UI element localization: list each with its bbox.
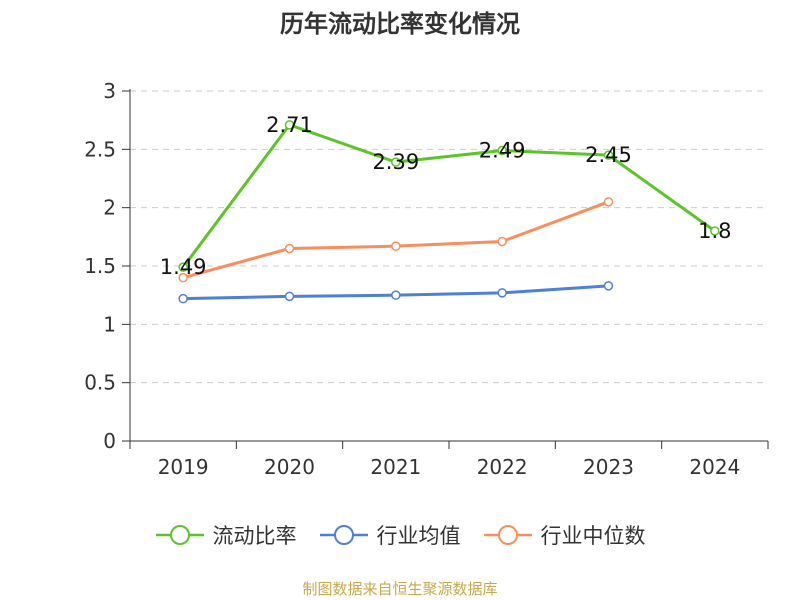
legend-item[interactable]: 行业均值 (319, 520, 461, 550)
legend-label: 行业中位数 (540, 524, 646, 548)
y-tick-label: 1 (103, 312, 116, 336)
legend-label: 行业均值 (376, 524, 461, 548)
y-tick-label: 2 (103, 196, 116, 220)
data-point (284, 120, 295, 130)
y-tick-label: 0 (103, 429, 116, 453)
data-point (178, 272, 188, 283)
x-tick-label: 2023 (583, 455, 634, 479)
data-label: 2.45 (585, 143, 632, 167)
y-tick-label: 3 (103, 79, 116, 103)
source-note: 制图数据来自恒生聚源数据库 (302, 580, 498, 598)
legend-line-marker-icon (155, 525, 204, 545)
data-labels: 1.49 2.71 2.39 2.49 2.45 1.8 (160, 113, 732, 279)
data-point (284, 291, 295, 302)
data-point (603, 197, 614, 207)
axes: 0 0.5 1 1.5 2 2.5 3 2019 2020 2021 2022 2023 2024 (84, 79, 769, 479)
data-point (284, 243, 295, 254)
y-tick-label: 2.5 (84, 137, 116, 161)
legend-label: 流动比率 (212, 524, 297, 548)
data-point (391, 241, 401, 251)
data-point (497, 288, 507, 298)
series-line (181, 123, 716, 269)
data-point (178, 262, 188, 272)
grid-lines (130, 90, 768, 384)
data-label: 2.49 (479, 139, 526, 163)
data-point (391, 290, 401, 300)
data-label: 2.71 (266, 113, 313, 137)
chart-title: 历年流动比率变化情况 (280, 10, 520, 38)
x-tick-label: 2019 (158, 455, 209, 479)
x-tick-label: 2020 (264, 455, 315, 479)
series-lines (178, 120, 720, 304)
legend-item[interactable]: 行业中位数 (483, 520, 646, 550)
data-label: 2.39 (372, 150, 419, 174)
x-tick-label: 2024 (689, 455, 740, 479)
y-tick-label: 0.5 (84, 371, 116, 395)
data-point (391, 157, 401, 167)
data-point (497, 145, 507, 156)
legend-item[interactable]: 流动比率 (155, 520, 297, 550)
x-tick-label: 2022 (477, 455, 528, 479)
x-tick-label: 2021 (370, 455, 421, 479)
data-point (178, 293, 188, 304)
legend-line-marker-icon (319, 525, 368, 545)
data-point (710, 226, 720, 236)
data-label: 1.49 (160, 255, 207, 279)
legend-line-marker-icon (483, 525, 532, 545)
legend: 流动比率 行业均值 行业中位数 (0, 520, 800, 550)
data-point (603, 150, 614, 160)
data-point (603, 281, 614, 291)
y-tick-label: 1.5 (84, 254, 116, 278)
data-label: 1.8 (698, 219, 731, 243)
data-point (497, 236, 507, 247)
